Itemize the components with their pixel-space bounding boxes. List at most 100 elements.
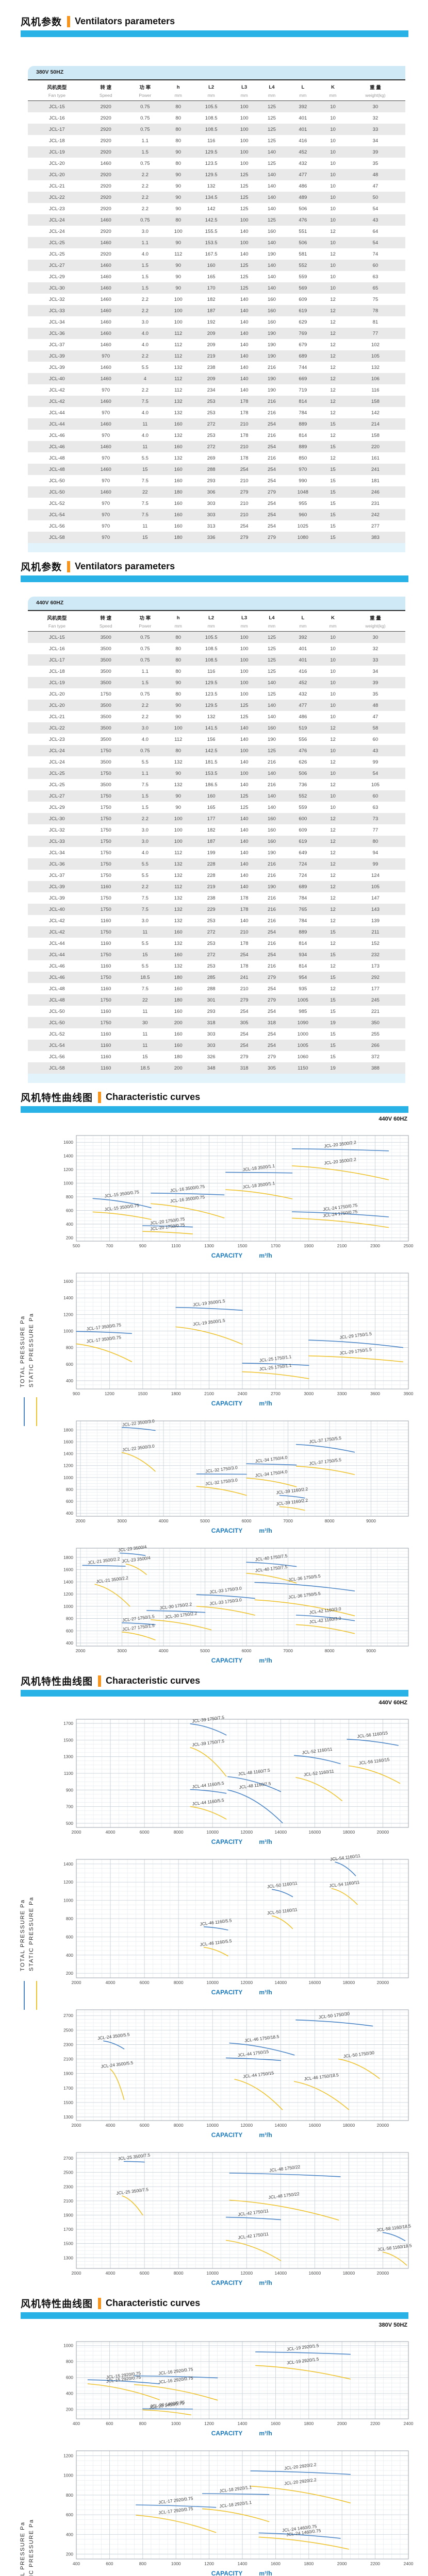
curve-label: JCL-24 3500/5.5 <box>101 2060 134 2069</box>
table-cell: 1.5 <box>141 680 149 686</box>
curve-label: JCL-46 1750/18.5 <box>244 2034 279 2043</box>
table-cell: 1460 <box>100 285 111 291</box>
curve-label: JCL-29 1750/1.5 <box>339 1331 372 1340</box>
table-cell: 15 <box>330 1042 336 1048</box>
total-pressure-curve <box>246 1562 297 1567</box>
table-cell: 12 <box>330 940 336 946</box>
y-tick-label: 900 <box>66 1787 73 1792</box>
static-pressure-curve <box>142 1231 193 1234</box>
x-tick-label: 8000 <box>174 1980 184 1985</box>
table-cell: 108.5 <box>205 657 218 663</box>
column-subheader: mm <box>320 623 345 632</box>
table-cell: 1160 <box>100 1008 111 1014</box>
table-cell: 1750 <box>100 748 111 754</box>
capacity-axis-unit: m³/h <box>259 2279 272 2286</box>
table-row: JCL-20 1750 0.75 80 123.5 100 125 432 10 35 <box>28 688 405 700</box>
x-tick-label: 1800 <box>304 2421 314 2426</box>
y-tick-label: 200 <box>66 1971 73 1976</box>
table-cell: 1460 <box>100 274 111 280</box>
characteristic-curve-chart: 1300 1500 1700 1900 2100 2300 2500 2700 2000 4000… <box>63 2152 412 2286</box>
table-cell: 216 <box>268 861 276 867</box>
table-cell: 318 <box>207 1020 216 1026</box>
table-cell: 108.5 <box>205 115 218 121</box>
table-cell: 43 <box>372 217 378 223</box>
table-cell: JCL-25 <box>49 782 65 788</box>
table-cell: 1750 <box>100 838 111 844</box>
curve-label: JCL-16 3500/0.75 <box>170 1194 205 1204</box>
orange-bar <box>67 561 71 572</box>
y-tick-label: 600 <box>66 1934 73 1939</box>
table-cell: 2.2 <box>141 884 149 890</box>
static-pressure-curve <box>136 2515 217 2533</box>
table-row: JCL-23 3500 4.0 112 156 140 190 556 12 60 <box>28 734 405 745</box>
table-cell: 12 <box>330 736 336 742</box>
table-cell: 178 <box>240 455 249 461</box>
x-tick-label: 8000 <box>174 2270 184 2276</box>
table-cell: 3500 <box>100 725 111 731</box>
table-cell: 269 <box>207 455 216 461</box>
table-cell: 3500 <box>100 657 111 663</box>
table-cell: 210 <box>240 986 249 992</box>
table-row: JCL-58 1160 18.5 200 348 318 305 1150 19 388 <box>28 1062 405 1074</box>
voltage-label: 380V 50HZ <box>378 2322 407 2328</box>
table-row: JCL-36 1750 5.5 132 228 140 216 724 12 99 <box>28 858 405 870</box>
x-tick-label: 800 <box>139 2421 146 2426</box>
table-cell: 303 <box>207 1031 216 1037</box>
table-cell: 12 <box>330 364 336 370</box>
y-tick-label: 800 <box>66 1487 73 1492</box>
parameters-section-440v: 风机参数 Ventilators parameters 440V 60HZ 风机… <box>21 560 408 1083</box>
table-cell: 10 <box>330 183 336 189</box>
table-cell: 181.5 <box>205 759 218 765</box>
curve-label: JCL-34 1750/4.0 <box>255 1469 288 1478</box>
table-cell: 90 <box>175 702 181 708</box>
x-tick-label: 6000 <box>242 1648 252 1653</box>
table-cell: 476 <box>299 217 307 223</box>
table-cell: 3500 <box>100 646 111 652</box>
table-cell: 100 <box>240 634 249 640</box>
table-row: JCL-48 1460 15 160 288 254 254 970 15 241 <box>28 464 405 475</box>
table-cell: 2920 <box>100 183 111 189</box>
table-cell: 486 <box>299 183 307 189</box>
table-cell: 12 <box>330 251 336 257</box>
table-cell: 12 <box>330 827 336 833</box>
table-cell: 60 <box>372 736 378 742</box>
table-cell: 90 <box>175 274 181 280</box>
table-cell: 279 <box>268 997 276 1003</box>
table-cell: 80 <box>175 634 181 640</box>
table-cell: 216 <box>268 398 276 404</box>
static-pressure-curve <box>196 1606 255 1616</box>
table-cell: 850 <box>299 455 307 461</box>
total-pressure-curve <box>121 1427 156 1431</box>
table-cell: JCL-34 <box>49 319 65 325</box>
total-pressure-curve <box>272 1889 293 1897</box>
table-cell: 100 <box>240 115 249 121</box>
table-cell: JCL-30 <box>49 816 65 822</box>
table-cell: JCL-52 <box>49 1031 65 1037</box>
column-subheader: Speed <box>86 623 126 632</box>
x-tick-label: 18000 <box>343 2123 355 2128</box>
table-row: JCL-52 1160 11 160 303 254 254 1000 15 255 <box>28 1028 405 1040</box>
table-cell: 10 <box>330 702 336 708</box>
total-pressure-curve <box>246 1463 297 1466</box>
y-tick-label: 400 <box>66 1378 73 1383</box>
table-cell: 1.1 <box>141 138 149 144</box>
curve-label: JCL-25 3500/7.5 <box>118 2152 151 2161</box>
table-cell: 2920 <box>100 206 111 212</box>
table-cell: 190 <box>268 353 276 359</box>
table-cell: 372 <box>371 1054 380 1060</box>
table-cell: 15 <box>330 534 336 540</box>
table-cell: 160 <box>268 319 276 325</box>
table-cell: 108.5 <box>205 646 218 652</box>
table-row: JCL-54 1160 11 160 303 254 254 1005 15 266 <box>28 1040 405 1051</box>
table-cell: 80 <box>175 160 181 166</box>
table-cell: 1750 <box>100 997 111 1003</box>
static-pressure-curve <box>279 1506 305 1511</box>
curve-label: JCL-39 1160/2.2 <box>276 1498 308 1507</box>
table-cell: JCL-46 <box>49 444 65 450</box>
y-tick-label: 200 <box>66 2551 73 2556</box>
column-subheader: Fan type <box>28 93 86 101</box>
table-row: JCL-24 1460 0.75 80 142.5 100 125 476 10 43 <box>28 214 405 226</box>
table-cell: JCL-25 <box>49 770 65 776</box>
table-cell: 140 <box>268 714 276 720</box>
